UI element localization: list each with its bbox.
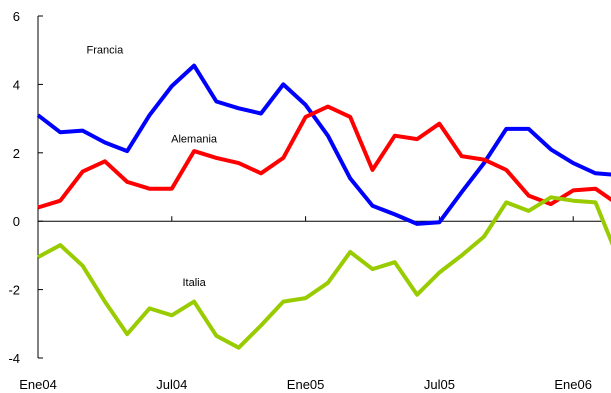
y-tick-label: 2: [13, 146, 20, 161]
series-line-francia: [36, 63, 611, 226]
x-tick-label: Ene04: [19, 377, 57, 392]
x-tick-label: Jul05: [424, 377, 455, 392]
series-line-alemania: [37, 104, 611, 210]
y-tick-label: 0: [13, 214, 20, 229]
y-tick-label: 4: [13, 77, 20, 92]
chart-labels: Francia Alemania Italia: [87, 45, 218, 290]
y-tick-label: -4: [8, 351, 20, 366]
series-label-francia: Francia: [87, 45, 125, 57]
series-line-italia: [37, 195, 611, 350]
series-label-italia: Italia: [182, 277, 206, 289]
y-tick-label: -2: [8, 283, 20, 298]
x-tick-label: Jul04: [156, 377, 187, 392]
chart-axes: -4 -2 0 2 4 6 Ene04 Jul04 Ene05 Jul05 Ene06: [8, 9, 604, 392]
x-tick-label: Ene06: [554, 377, 592, 392]
series-label-alemania: Alemania: [171, 134, 218, 146]
y-tick-label: 6: [13, 9, 20, 24]
x-tick-label: Ene05: [287, 377, 325, 392]
chart-series: [36, 63, 611, 350]
